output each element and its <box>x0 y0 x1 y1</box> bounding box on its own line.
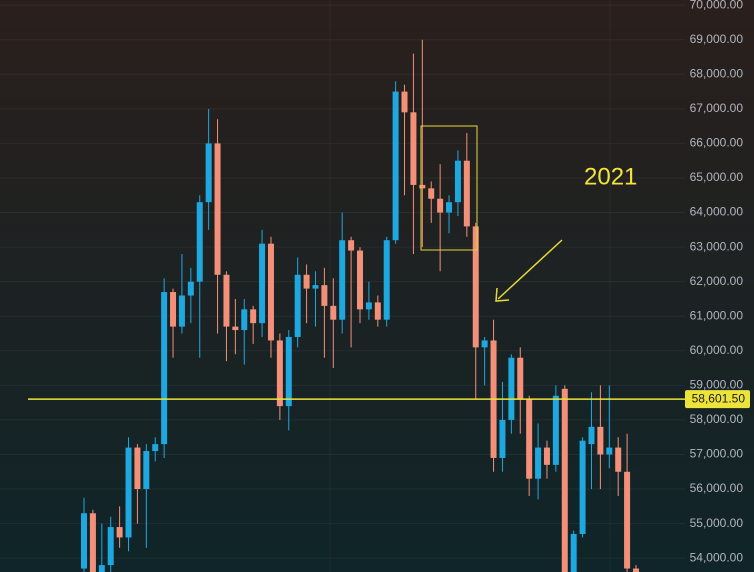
candle-body <box>223 274 230 327</box>
candle-body <box>463 160 470 227</box>
candle-body <box>446 202 453 213</box>
candle-body <box>428 188 435 199</box>
arrow-head <box>495 287 510 302</box>
candle-body <box>401 91 408 113</box>
candle-body <box>437 198 444 213</box>
candle-body <box>535 447 542 479</box>
candle-body <box>89 513 96 572</box>
y-tick-label: 69,000.00 <box>690 32 744 46</box>
candle-body <box>303 274 310 289</box>
candle-body <box>259 243 266 324</box>
candle-body <box>187 281 194 296</box>
candle-body <box>116 527 123 538</box>
highlight-box <box>420 125 478 251</box>
price-label: 58,601.50 <box>692 391 746 405</box>
candle-body <box>134 447 141 490</box>
candle-body <box>232 326 239 331</box>
y-tick-label: 70,000.00 <box>690 0 744 11</box>
candle-body <box>633 568 639 572</box>
candle-body <box>454 160 461 203</box>
candle-body <box>526 399 533 479</box>
candle-body <box>615 447 622 472</box>
candle-body <box>250 309 257 324</box>
candle-body <box>196 202 203 282</box>
y-tick-label: 65,000.00 <box>690 170 744 184</box>
annotation: 2021 <box>584 163 637 190</box>
candle-body <box>383 240 390 320</box>
candle-body <box>339 240 346 320</box>
candle-body <box>597 426 604 455</box>
candle-body <box>561 388 568 572</box>
candle-body <box>348 240 355 251</box>
y-tick-label: 54,000.00 <box>690 550 744 564</box>
candle-body <box>107 527 114 566</box>
candle-body <box>161 292 168 445</box>
candle-body <box>276 340 283 407</box>
y-tick-label: 66,000.00 <box>690 136 744 150</box>
y-tick-label: 61,000.00 <box>690 308 744 322</box>
candle-body <box>374 302 381 320</box>
plot <box>0 4 685 572</box>
candle-body <box>294 274 301 337</box>
candle-body <box>312 285 319 289</box>
y-tick-label: 58,000.00 <box>690 412 744 426</box>
y-tick-label: 68,000.00 <box>690 66 744 80</box>
candle-body <box>321 285 328 306</box>
y-tick-label: 62,000.00 <box>690 274 744 288</box>
candle-body <box>170 292 177 327</box>
candle-body <box>98 565 105 572</box>
candle-body <box>481 340 488 348</box>
candle-body <box>365 302 372 310</box>
candle-body <box>392 91 399 241</box>
y-tick-label: 59,000.00 <box>690 378 744 392</box>
candle-body <box>267 243 274 341</box>
candle-body <box>624 471 631 569</box>
candle-body <box>81 513 87 569</box>
y-tick-label: 67,000.00 <box>690 101 744 115</box>
candle-body <box>357 250 363 310</box>
candle-body <box>472 226 479 348</box>
candle-body <box>143 451 150 490</box>
y-tick-label: 57,000.00 <box>690 447 744 461</box>
candle-body <box>205 143 212 203</box>
price-label-box <box>685 390 750 409</box>
candle-body <box>588 426 595 445</box>
candle-body <box>508 357 515 420</box>
y-tick-label: 63,000.00 <box>690 239 744 253</box>
candle-body <box>241 309 248 331</box>
y-tick-label: 55,000.00 <box>690 516 744 530</box>
y-tick-label: 60,000.00 <box>690 343 744 357</box>
candle-body <box>125 447 132 538</box>
y-tick-label: 64,000.00 <box>690 205 744 219</box>
candle-body <box>285 336 292 407</box>
candle-body <box>152 444 159 452</box>
candle-body <box>410 112 417 185</box>
arrow <box>497 239 563 300</box>
candle-body <box>419 184 426 189</box>
candle-body <box>543 447 550 465</box>
candle-body <box>517 357 524 400</box>
candle-body <box>552 395 559 465</box>
candle-body <box>570 533 577 572</box>
candle-body <box>499 419 506 458</box>
candle-body <box>579 440 586 534</box>
candle-body <box>214 143 221 275</box>
y-tick-label: 56,000.00 <box>690 481 744 495</box>
candle-body <box>606 447 613 455</box>
candle-body <box>178 295 185 327</box>
candle-body <box>330 305 337 320</box>
